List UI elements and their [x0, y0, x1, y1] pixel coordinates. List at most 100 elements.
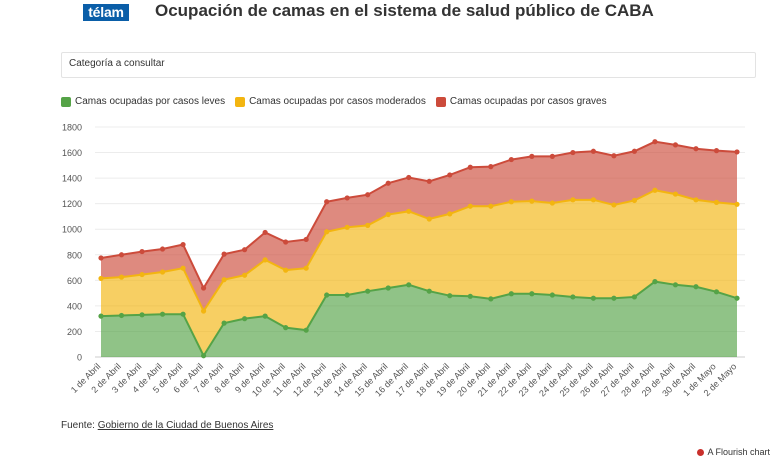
- point-leves: [467, 293, 473, 299]
- line-leves: [100, 280, 738, 358]
- line-moderados: [100, 189, 738, 314]
- area-moderados: [101, 190, 737, 356]
- legend-item-leves[interactable]: Camas ocupadas por casos leves: [61, 96, 225, 107]
- category-dropdown[interactable]: Categoría a consultar: [61, 52, 756, 78]
- point-leves: [118, 312, 125, 319]
- point-leves: [344, 292, 350, 298]
- point-moderados: [447, 211, 453, 217]
- point-leves: [488, 296, 494, 302]
- point-graves: [118, 252, 125, 258]
- legend-swatch-leves: [61, 96, 71, 107]
- y-tick-label: 1200: [62, 199, 82, 209]
- point-graves: [365, 192, 371, 198]
- point-leves: [406, 282, 412, 288]
- point-leves: [200, 353, 207, 359]
- header: télam Ocupación de camas en el sistema d…: [0, 0, 780, 32]
- point-graves: [631, 148, 638, 154]
- point-leves: [529, 291, 535, 297]
- legend-swatch-moderados: [235, 96, 246, 107]
- point-leves: [242, 316, 248, 322]
- chart-legend: Camas ocupadas por casos leves Camas ocu…: [61, 96, 607, 107]
- point-graves: [467, 164, 473, 170]
- y-tick-label: 0: [77, 353, 82, 363]
- area-leves: [101, 281, 737, 357]
- point-moderados: [693, 197, 699, 203]
- point-leves: [221, 320, 227, 326]
- point-moderados: [221, 277, 227, 283]
- y-tick-label: 1400: [62, 174, 82, 184]
- point-leves: [631, 294, 638, 300]
- point-graves: [200, 285, 207, 291]
- point-moderados: [570, 197, 576, 203]
- point-leves: [180, 311, 186, 317]
- point-graves: [385, 180, 391, 186]
- point-graves: [344, 195, 350, 201]
- point-moderados: [180, 265, 186, 271]
- point-graves: [221, 251, 227, 257]
- point-leves: [447, 293, 453, 299]
- flourish-badge[interactable]: A Flourish chart: [697, 447, 770, 457]
- point-moderados: [734, 201, 740, 207]
- point-graves: [139, 248, 145, 255]
- point-moderados: [652, 187, 658, 193]
- point-moderados: [303, 265, 309, 271]
- point-leves: [303, 327, 309, 333]
- point-graves: [549, 153, 555, 159]
- point-leves: [98, 313, 104, 319]
- y-tick-label: 600: [67, 276, 82, 286]
- point-moderados: [139, 271, 145, 278]
- point-graves: [488, 164, 494, 170]
- point-graves: [324, 199, 330, 205]
- legend-label-leves: Camas ocupadas por casos leves: [75, 96, 226, 107]
- legend-swatch-graves: [435, 96, 446, 107]
- point-leves: [693, 284, 699, 290]
- point-moderados: [529, 198, 535, 204]
- point-graves: [98, 255, 104, 261]
- point-moderados: [426, 216, 432, 222]
- point-leves: [426, 288, 432, 294]
- point-moderados: [406, 208, 412, 214]
- point-graves: [283, 239, 289, 245]
- point-graves: [672, 142, 679, 148]
- point-graves: [734, 149, 740, 155]
- point-leves: [734, 295, 740, 301]
- point-leves: [570, 294, 576, 300]
- legend-item-graves[interactable]: Camas ocupadas por casos graves: [435, 96, 607, 107]
- point-graves: [529, 153, 535, 159]
- category-dropdown-label: Categoría a consultar: [69, 58, 165, 69]
- point-moderados: [508, 199, 514, 205]
- point-moderados: [365, 222, 371, 228]
- point-moderados: [467, 203, 473, 209]
- point-moderados: [631, 197, 638, 204]
- line-graves: [100, 140, 738, 291]
- point-graves: [652, 139, 658, 145]
- y-tick-label: 1000: [62, 225, 82, 235]
- point-graves: [426, 178, 432, 184]
- point-leves: [159, 311, 166, 317]
- point-graves: [447, 172, 453, 178]
- point-graves: [693, 146, 699, 152]
- legend-item-moderados[interactable]: Camas ocupadas por casos moderados: [235, 96, 426, 107]
- y-tick-label: 1600: [62, 148, 82, 158]
- point-leves: [262, 313, 268, 319]
- point-moderados: [200, 308, 207, 314]
- point-moderados: [344, 224, 350, 230]
- source-prefix: Fuente:: [61, 420, 98, 431]
- point-leves: [139, 312, 145, 318]
- point-moderados: [611, 202, 617, 208]
- point-graves: [611, 153, 617, 159]
- point-graves: [262, 229, 268, 236]
- point-moderados: [159, 269, 166, 275]
- flourish-icon: [697, 448, 705, 456]
- telam-logo[interactable]: télam: [83, 4, 129, 21]
- point-leves: [365, 288, 371, 294]
- source-link[interactable]: Gobierno de la Ciudad de Buenos Aires: [97, 420, 274, 431]
- point-moderados: [590, 197, 596, 203]
- point-moderados: [118, 274, 125, 280]
- y-tick-label: 1800: [62, 123, 82, 133]
- point-moderados: [713, 199, 720, 205]
- legend-label-graves: Camas ocupadas por casos graves: [449, 96, 607, 107]
- point-moderados: [672, 191, 679, 197]
- point-moderados: [385, 211, 391, 218]
